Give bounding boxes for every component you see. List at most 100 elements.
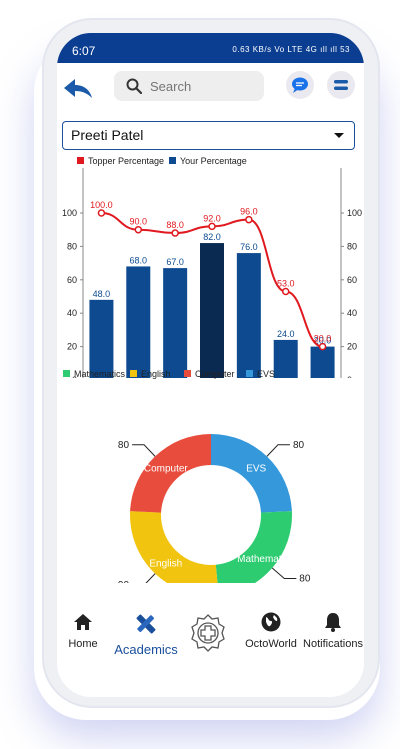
academics-pencil-ruler-icon <box>136 614 156 634</box>
donut-leader-line <box>132 444 156 457</box>
bar-your-percentage <box>236 253 261 378</box>
search-input[interactable] <box>150 77 255 95</box>
bar-your-percentage <box>89 299 114 378</box>
bar-data-label: 24.0 <box>277 329 295 339</box>
line-data-label: 96.0 <box>240 207 258 217</box>
search-icon <box>126 78 142 94</box>
chevron-down-icon <box>334 133 344 138</box>
menu-button[interactable] <box>327 71 355 99</box>
legend-swatch <box>169 157 176 164</box>
app-screen: 6:07 0.63 KB/s Vo LTE 4G ıll ıll 53 <box>57 33 364 697</box>
y-tick-left: 60 <box>67 275 77 285</box>
donut-value-label: 80 <box>293 440 305 451</box>
bar-data-label: 82.0 <box>203 232 221 242</box>
y-tick-left: 0 <box>72 375 77 378</box>
nav-add-button[interactable] <box>188 613 228 656</box>
line-point <box>97 209 106 217</box>
line-point <box>171 229 179 237</box>
y-tick-left: 20 <box>67 342 77 352</box>
bar-your-percentage <box>163 268 188 378</box>
bar-data-label: 20.0 <box>314 336 332 346</box>
donut-slice <box>130 511 218 583</box>
nav-octoworld-label: OctoWorld <box>245 638 297 650</box>
search-box[interactable] <box>114 71 264 101</box>
bar-data-label: 67.0 <box>166 257 184 267</box>
donut-slice-label: Mathemati <box>237 554 284 565</box>
nav-octoworld[interactable]: OctoWorld <box>245 611 297 650</box>
donut-legend-swatch <box>130 370 137 377</box>
donut-slice <box>215 511 292 583</box>
bar-data-label: 76.0 <box>240 242 258 252</box>
bar-your-percentage <box>126 266 151 378</box>
line-point <box>281 287 290 296</box>
top-bar <box>57 63 364 113</box>
y-tick-left: 40 <box>67 308 77 318</box>
donut-leader-line <box>266 444 290 457</box>
legend-label: Topper Percentage <box>88 156 164 166</box>
donut-value-label: 80 <box>299 574 311 583</box>
line-data-label: 100.0 <box>90 200 113 210</box>
nav-home-label: Home <box>68 638 98 650</box>
donut-slice <box>130 434 211 513</box>
nav-academics[interactable]: Academics <box>113 611 179 657</box>
donut-value-label: 90 <box>118 580 130 583</box>
y-tick-right: 100 <box>347 208 362 218</box>
donut-leader-line <box>145 573 156 583</box>
bar-data-label: 68.0 <box>130 255 148 265</box>
home-icon <box>74 614 92 630</box>
donut-legend-swatch <box>184 370 191 377</box>
bottom-navigation: Home Academics OctoWorld <box>57 611 364 661</box>
back-arrow-icon[interactable] <box>63 77 93 101</box>
line-point <box>208 222 216 231</box>
donut-legend-label: Computer <box>195 369 235 379</box>
nav-academics-label: Academics <box>114 642 178 657</box>
y-tick-right: 20 <box>347 342 357 352</box>
bar-your-percentage <box>310 346 335 378</box>
status-bar: 6:07 0.63 KB/s Vo LTE 4G ıll ıll 53 <box>57 33 364 63</box>
nav-notifications-label: Notifications <box>303 638 363 650</box>
status-time: 6:07 <box>72 44 96 58</box>
bar-data-label: 48.0 <box>93 289 111 299</box>
line-data-label: 53.0 <box>277 278 295 288</box>
add-badge-icon <box>191 614 225 652</box>
line-data-label: 92.0 <box>203 213 221 223</box>
y-tick-right: 80 <box>347 241 357 251</box>
bar-your-percentage <box>200 243 224 378</box>
performance-chart: Topper Percentage Your Percentage 0 0 20 20 4… <box>62 156 362 378</box>
nav-home[interactable]: Home <box>61 611 105 650</box>
line-point <box>318 342 327 351</box>
donut-slice-label: Computer <box>144 464 189 475</box>
line-data-label: 90.0 <box>130 217 148 227</box>
y-tick-left: 100 <box>62 208 77 218</box>
student-select-value: Preeti Patel <box>71 127 144 143</box>
menu-icon <box>334 80 348 90</box>
donut-slice-label: English <box>149 558 182 569</box>
line-data-label: 20.0 <box>314 334 332 344</box>
donut-legend-swatch <box>63 370 70 377</box>
line-data-label: 88.0 <box>166 220 184 230</box>
y-tick-right: 40 <box>347 308 357 318</box>
subject-donut-chart: Mathematics English Computer EVS EVS 80 Mathe… <box>63 369 311 583</box>
y-tick-left: 80 <box>67 241 77 251</box>
donut-legend-label: English <box>141 369 171 379</box>
legend-swatch <box>77 157 84 164</box>
donut-slice <box>211 434 292 513</box>
y-tick-right: 60 <box>347 275 357 285</box>
line-point <box>134 225 143 234</box>
globe-icon <box>261 612 281 632</box>
donut-slice-label: EVS <box>246 464 266 475</box>
chat-button[interactable] <box>286 71 314 99</box>
donut-legend-swatch <box>246 370 253 377</box>
student-select[interactable]: Preeti Patel <box>62 121 355 150</box>
donut-value-label: 80 <box>118 440 130 451</box>
bell-icon <box>325 613 341 632</box>
donut-legend-label: Mathematics <box>74 369 126 379</box>
legend-label: Your Percentage <box>180 156 247 166</box>
chat-bubble-icon <box>292 77 308 93</box>
y-tick-right: 0 <box>347 375 352 378</box>
line-point <box>245 215 253 224</box>
nav-notifications[interactable]: Notifications <box>302 611 364 650</box>
status-indicators: 0.63 KB/s Vo LTE 4G ıll ıll 53 <box>232 45 350 54</box>
donut-leader-line <box>271 567 297 580</box>
donut-legend-label: EVS <box>257 369 275 379</box>
